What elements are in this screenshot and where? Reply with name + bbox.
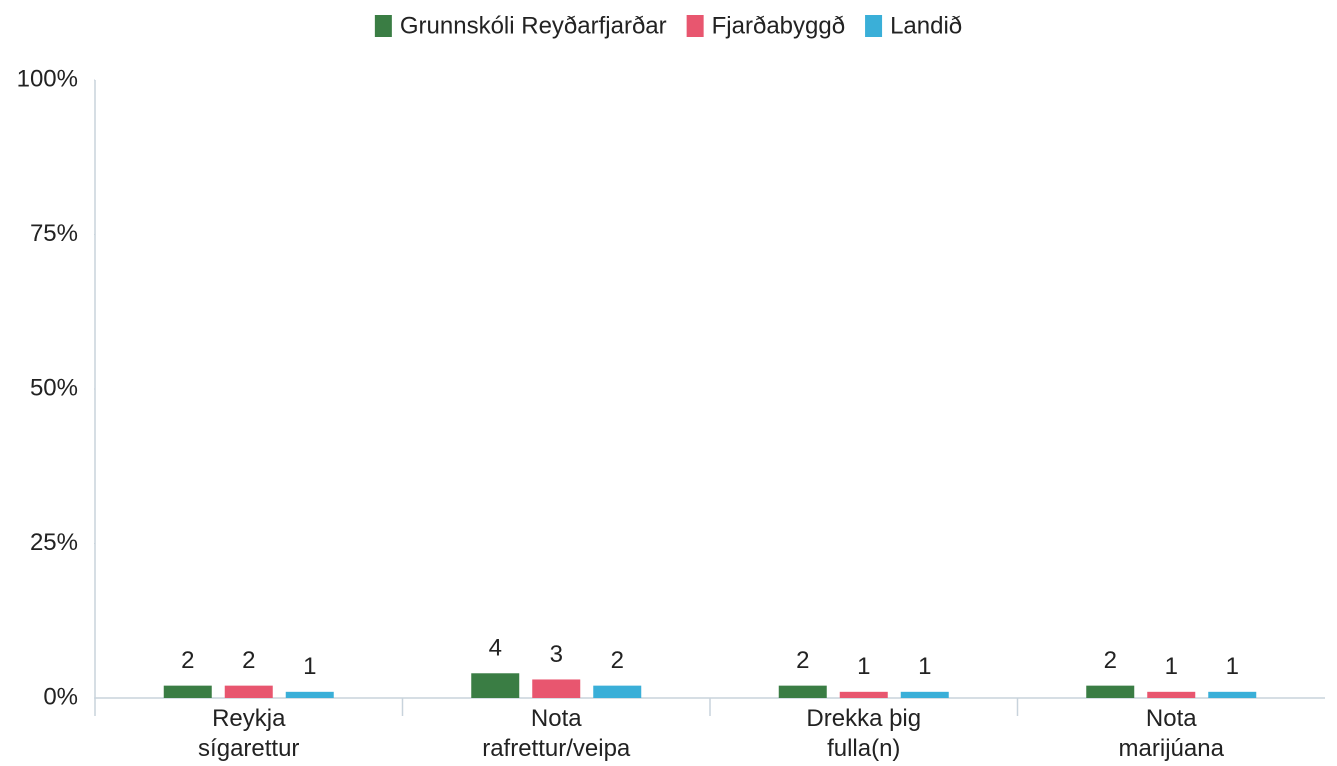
y-tick-label: 100% xyxy=(17,65,78,92)
legend-label: Grunnskóli Reyðarfjarðar xyxy=(400,12,667,39)
bar xyxy=(163,685,212,698)
data-label: 1 xyxy=(303,653,316,680)
data-label: 2 xyxy=(181,647,194,674)
data-label: 3 xyxy=(550,641,563,668)
bar xyxy=(593,685,642,698)
data-label: 2 xyxy=(1104,647,1117,674)
bar xyxy=(1208,691,1257,698)
x-tick-label: Nota rafrettur/veipa xyxy=(482,705,631,762)
bar xyxy=(224,685,273,698)
legend-swatch xyxy=(686,15,704,37)
x-tick-label: Reykja sígarettur xyxy=(198,705,299,762)
x-tick-label: Nota marijúana xyxy=(1119,705,1225,762)
legend-swatch xyxy=(865,15,883,37)
legend-label: Fjarðabyggð xyxy=(712,12,845,39)
bar xyxy=(285,691,334,698)
bar xyxy=(900,691,949,698)
legend: Grunnskóli Reyðarfjarðar Fjarðabyggð Landi… xyxy=(374,12,962,39)
data-label: 4 xyxy=(489,635,502,662)
bar xyxy=(778,685,827,698)
bar xyxy=(532,679,581,698)
legend-swatch xyxy=(374,15,392,37)
data-label: 1 xyxy=(918,653,931,680)
data-label: 1 xyxy=(857,653,870,680)
data-label: 1 xyxy=(1226,653,1239,680)
y-tick-label: 50% xyxy=(30,374,78,401)
data-label: 2 xyxy=(611,647,624,674)
data-label: 2 xyxy=(796,647,809,674)
x-tick-label: Drekka þig fulla(n) xyxy=(806,705,921,762)
y-tick-label: 0% xyxy=(43,683,78,710)
y-tick-label: 25% xyxy=(30,529,78,556)
data-label: 2 xyxy=(242,647,255,674)
y-tick-label: 75% xyxy=(30,220,78,247)
bar xyxy=(1086,685,1135,698)
bar xyxy=(1147,691,1196,698)
bar xyxy=(839,691,888,698)
legend-label: Landið xyxy=(890,12,962,39)
data-label: 1 xyxy=(1165,653,1178,680)
bar xyxy=(471,673,520,698)
